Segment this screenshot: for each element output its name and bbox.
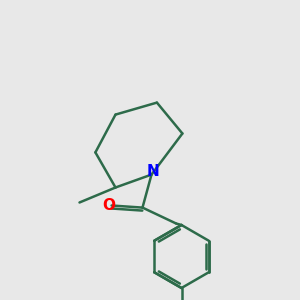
Text: O: O: [103, 198, 116, 213]
Text: N: N: [147, 164, 159, 179]
